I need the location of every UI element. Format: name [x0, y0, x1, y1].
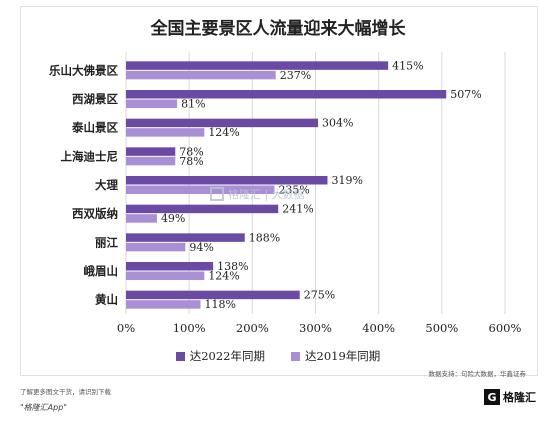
watermark-text: 格隆汇 | 大数据 [228, 188, 305, 201]
data-label-2022: 138% [217, 260, 248, 273]
bar-2019 [126, 242, 186, 252]
footer-app-name: "格隆汇App" [20, 403, 67, 412]
bar-2022 [126, 262, 214, 271]
data-label-2019: 124% [208, 270, 239, 283]
data-label-2019: 78% [179, 155, 203, 168]
chart-legend: 达2022年同期 达2019年同期 [0, 348, 556, 364]
bar-2019 [126, 300, 201, 309]
data-label-2019: 81% [181, 98, 205, 111]
bar-2022 [126, 290, 300, 300]
x-tick-label: 300% [299, 321, 332, 335]
bar-2022 [126, 204, 279, 214]
footer-note: 了解更多图文干货，请识别下载 [20, 388, 111, 396]
bar-2019 [126, 156, 176, 166]
data-label-2019: 237% [280, 69, 311, 82]
data-label-2022: 507% [450, 88, 481, 101]
watermark-logo-icon [210, 187, 224, 201]
bar-2022 [126, 176, 328, 185]
watermark: 格隆汇 | 大数据 [210, 186, 305, 202]
bar-2019 [126, 99, 178, 108]
chart-title: 全国主要景区人流量迎来大幅增长 [150, 19, 406, 39]
category-label: 大理 [95, 178, 118, 192]
data-label-2019: 49% [161, 212, 185, 225]
data-label-2022: 78% [179, 145, 203, 158]
legend-swatch-2022 [175, 351, 185, 361]
legend-label-2022: 达2022年同期 [189, 349, 265, 363]
bar-2019 [126, 271, 205, 280]
bar-2019 [126, 128, 205, 137]
x-tick-label: 0% [117, 321, 135, 335]
data-label-2019: 124% [208, 126, 239, 139]
data-label-2022: 319% [332, 174, 363, 187]
bar-2019 [126, 214, 157, 223]
x-tick-label: 200% [236, 321, 269, 335]
data-label-2022: 275% [304, 289, 335, 302]
category-label: 西双版纳 [72, 207, 118, 221]
legend-swatch-2019 [291, 351, 300, 361]
data-label-2019: 235% [278, 184, 309, 197]
data-source: 数据支持：句险大数据，华鑫证券 [428, 370, 527, 378]
bar-2022 [126, 61, 389, 70]
legend-item-2022: 达2022年同期 [175, 348, 265, 364]
brand-logo: G 格隆汇 [484, 389, 536, 405]
category-label: 泰山景区 [71, 121, 118, 135]
bar-2022 [126, 118, 319, 128]
bar-2022 [126, 233, 245, 242]
bar-2019 [126, 70, 276, 80]
category-label: 峨眉山 [84, 264, 119, 278]
brand-mark-icon: G [484, 389, 500, 405]
bar-2022 [126, 90, 447, 99]
data-label-2019: 118% [205, 298, 236, 311]
data-label-2022: 241% [282, 203, 313, 216]
data-label-2022: 304% [322, 117, 353, 130]
category-label: 上海迪士尼 [61, 149, 119, 163]
x-tick-label: 500% [425, 321, 458, 335]
data-label-2019: 94% [189, 241, 213, 254]
category-label: 黄山 [95, 293, 118, 307]
legend-label-2019: 达2019年同期 [305, 349, 381, 363]
category-label: 乐山大佛景区 [49, 63, 118, 77]
bar-2022 [126, 147, 176, 156]
legend-item-2019: 达2019年同期 [291, 348, 380, 364]
brand-name: 格隆汇 [503, 391, 536, 404]
x-tick-label: 100% [173, 321, 206, 335]
category-label: 西湖景区 [72, 92, 118, 106]
x-tick-label: 400% [362, 321, 395, 335]
data-label-2022: 415% [392, 59, 423, 72]
bar-2019 [126, 185, 275, 194]
category-label: 丽江 [95, 235, 118, 249]
x-tick-label: 600% [489, 321, 522, 335]
data-label-2022: 188% [249, 231, 280, 244]
